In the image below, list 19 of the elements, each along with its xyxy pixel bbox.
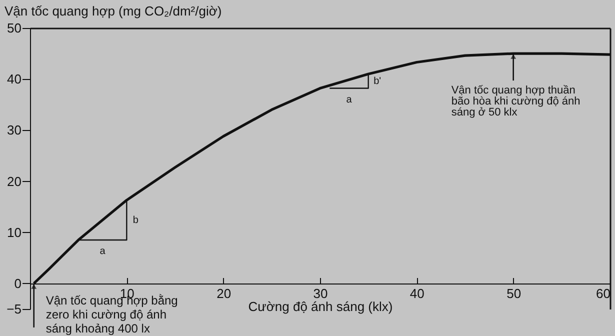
y-tick-label: 0 [14, 276, 22, 291]
y-axis-title: Vận tốc quang hợp (mg CO₂/dm²/giờ) [4, 4, 222, 18]
x-tick-label: 50 [506, 286, 522, 301]
annotation: a [100, 246, 106, 258]
annotation: a [346, 94, 352, 106]
y-tick-label: 40 [7, 72, 22, 87]
y-tick-label: 50 [7, 20, 22, 36]
x-axis-title: Cường độ ánh sáng (klx) [248, 298, 393, 314]
x-tick-label: 40 [410, 286, 424, 301]
y-tick-label: 20 [7, 174, 22, 189]
x-tick-label: 30 [313, 286, 328, 301]
annotation: b [132, 215, 139, 226]
x-tick-label: 20 [216, 286, 232, 301]
y-tick-label: −5 [6, 302, 22, 316]
y-tick-label: 30 [7, 122, 22, 138]
x-tick-label: 60 [596, 286, 610, 301]
annotation: Vận tốc quang hợp thuần bão hòa khi cường độ ánh sáng ở 50 klx [451, 84, 580, 119]
annotation: b' [374, 76, 382, 88]
y-tick-label: 10 [7, 224, 22, 240]
